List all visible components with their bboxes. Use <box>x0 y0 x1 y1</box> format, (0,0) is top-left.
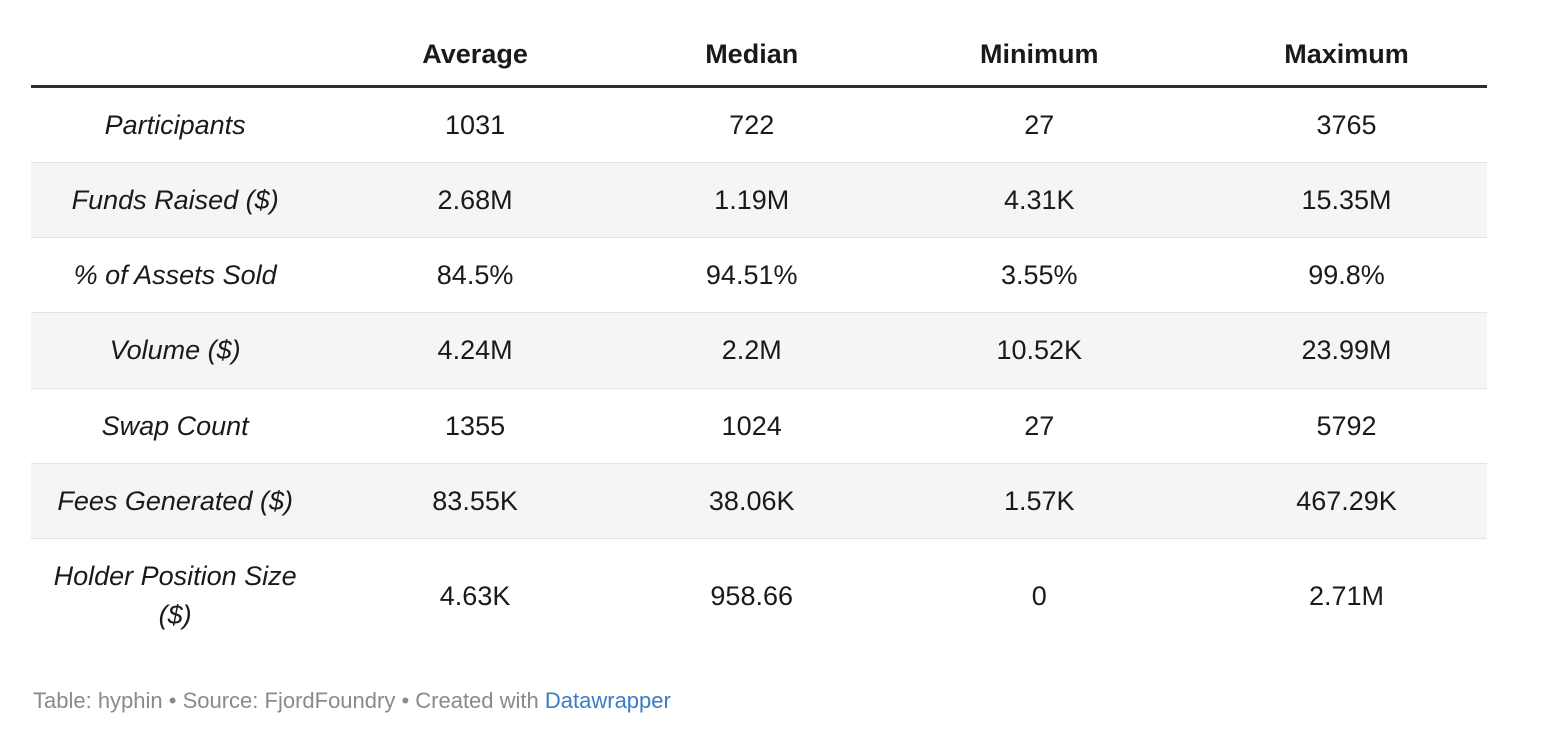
row-label: Funds Raised ($) <box>71 184 279 215</box>
cell-value: 15.35M <box>1301 184 1392 215</box>
attribution-text: Table: hyphin • Source: FjordFoundry • C… <box>33 688 545 714</box>
stats-table: Average Median Minimum Maximum Participa… <box>31 24 1487 652</box>
cell-value: 10.52K <box>996 335 1083 366</box>
row-label: Participants <box>104 109 246 140</box>
row-label: Holder Position Size ($) <box>53 561 297 630</box>
cell-value: 94.51% <box>705 260 798 291</box>
cell-value: 27 <box>1024 109 1055 140</box>
cell-value: 99.8% <box>1308 260 1385 291</box>
cell-value: 2.2M <box>721 335 782 366</box>
table-row: Funds Raised ($) 2.68M 1.19M 4.31K 15.35… <box>31 162 1487 238</box>
table-row: Participants 1031 722 27 3765 <box>31 86 1487 163</box>
row-label: Fees Generated ($) <box>57 486 293 517</box>
cell-value: 5792 <box>1316 410 1377 441</box>
cell-value: 3.55% <box>1000 260 1078 291</box>
cell-value: 27 <box>1024 410 1055 441</box>
table-row: Swap Count 1355 1024 27 5792 <box>31 388 1487 464</box>
table-container: Average Median Minimum Maximum Participa… <box>31 24 1487 652</box>
datawrapper-link[interactable]: Datawrapper <box>544 688 671 714</box>
row-label: Volume ($) <box>109 335 241 366</box>
column-header-maximum: Maximum <box>1205 24 1487 88</box>
row-label: % of Assets Sold <box>73 260 277 291</box>
cell-value: 83.55K <box>432 486 518 517</box>
table-row: Volume ($) 4.24M 2.2M 10.52K 23.99M <box>31 312 1487 389</box>
cell-value: 1.57K <box>1003 486 1075 517</box>
cell-value: 2.71M <box>1308 580 1384 611</box>
cell-value: 1355 <box>445 410 506 441</box>
cell-value: 1.19M <box>714 184 790 215</box>
cell-value: 4.63K <box>439 580 511 611</box>
attribution: Table: hyphin • Source: FjordFoundry • C… <box>33 688 1556 714</box>
cell-value: 2.68M <box>437 184 513 215</box>
column-header-empty <box>31 24 320 88</box>
cell-value: 1024 <box>721 410 782 441</box>
column-header-average: Average <box>319 24 631 88</box>
column-header-median: Median <box>630 24 873 88</box>
cell-value: 467.29K <box>1296 486 1397 517</box>
table-row: % of Assets Sold 84.5% 94.51% 3.55% 99.8… <box>31 238 1487 313</box>
cell-value: 4.24M <box>437 335 513 366</box>
cell-value: 3765 <box>1316 109 1377 140</box>
cell-value: 0 <box>1031 580 1047 611</box>
cell-value: 958.66 <box>710 580 793 611</box>
row-label: Swap Count <box>101 410 249 441</box>
column-header-minimum: Minimum <box>872 24 1206 88</box>
cell-value: 1031 <box>445 109 506 140</box>
table-row: Holder Position Size ($) 4.63K 958.66 0 … <box>31 539 1487 652</box>
table-row: Fees Generated ($) 83.55K 38.06K 1.57K 4… <box>31 463 1487 539</box>
cell-value: 4.31K <box>1003 184 1075 215</box>
cell-value: 23.99M <box>1301 335 1392 366</box>
cell-value: 722 <box>729 109 775 140</box>
cell-value: 38.06K <box>708 486 795 517</box>
cell-value: 84.5% <box>436 260 514 291</box>
header-row: Average Median Minimum Maximum <box>31 24 1487 88</box>
